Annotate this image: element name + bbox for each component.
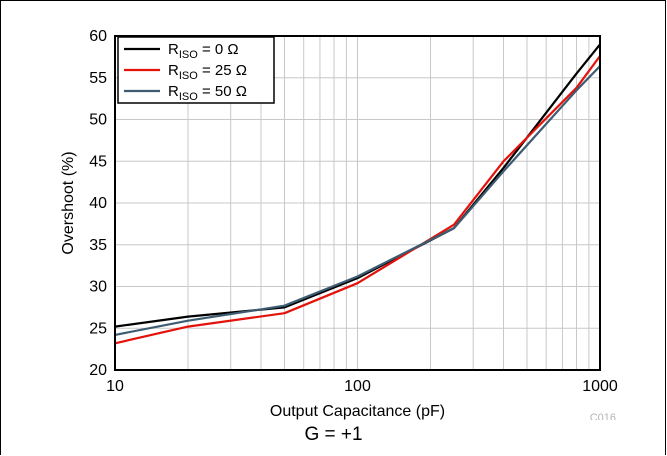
x-tick-label: 10 <box>106 378 124 395</box>
y-tick-label: 40 <box>89 195 107 212</box>
overshoot-vs-capacitance-chart: 10 100 1000 20 25 30 35 40 45 50 55 60 Output Capac… <box>60 28 618 420</box>
legend-entry: RISO = 50 Ω <box>168 83 247 103</box>
plot-area-border <box>114 35 601 371</box>
y-tick-label: 45 <box>89 153 107 170</box>
y-tick-label: 20 <box>89 362 107 379</box>
y-tick-label: 35 <box>89 237 107 254</box>
tick-labels: 10 100 1000 20 25 30 35 40 45 50 55 60 <box>89 28 618 395</box>
grid <box>115 36 600 370</box>
series-line <box>114 65 601 336</box>
series-line <box>114 55 601 345</box>
y-tick-label: 50 <box>89 112 107 129</box>
y-tick-label: 25 <box>89 320 107 337</box>
x-axis-title: Output Capacitance (pF) <box>270 403 445 420</box>
x-tick-label: 100 <box>344 378 371 395</box>
legend-entry: RISO = 0 Ω <box>168 41 239 61</box>
gain-caption: G = +1 <box>304 424 363 445</box>
y-tick-label: 60 <box>89 28 107 45</box>
series-lines <box>114 43 601 345</box>
y-tick-label: 30 <box>89 279 107 296</box>
x-tick-label: 1000 <box>582 378 618 395</box>
y-tick-label: 55 <box>89 70 107 87</box>
legend-entry: RISO = 25 Ω <box>168 62 247 82</box>
y-axis-title: Overshoot (%) <box>60 151 77 254</box>
figure-code-label: C016 <box>590 412 616 420</box>
